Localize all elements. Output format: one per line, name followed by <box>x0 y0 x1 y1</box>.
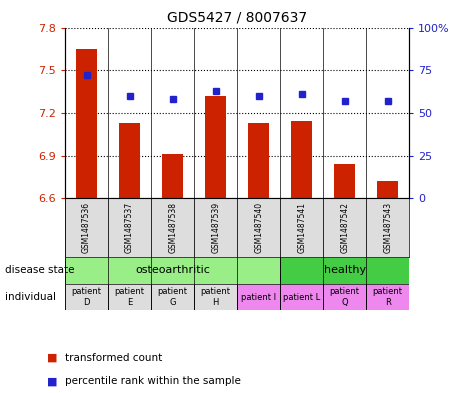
FancyBboxPatch shape <box>237 198 280 257</box>
Text: patient
R: patient R <box>372 287 403 307</box>
FancyBboxPatch shape <box>280 284 323 310</box>
Title: GDS5427 / 8007637: GDS5427 / 8007637 <box>167 11 307 25</box>
Bar <box>291 121 312 198</box>
Text: GSM1487543: GSM1487543 <box>383 202 392 253</box>
Text: individual: individual <box>5 292 56 302</box>
FancyBboxPatch shape <box>151 198 194 257</box>
Text: patient
H: patient H <box>200 287 231 307</box>
Bar <box>334 164 355 198</box>
Bar <box>377 181 399 198</box>
FancyBboxPatch shape <box>108 198 151 257</box>
Text: patient
E: patient E <box>114 287 145 307</box>
Text: disease state: disease state <box>5 265 74 275</box>
Text: patient L: patient L <box>283 293 320 301</box>
Text: patient
D: patient D <box>72 287 102 307</box>
FancyBboxPatch shape <box>323 284 366 310</box>
Text: percentile rank within the sample: percentile rank within the sample <box>65 376 241 386</box>
Bar <box>162 154 183 198</box>
Text: GSM1487536: GSM1487536 <box>82 202 91 253</box>
FancyBboxPatch shape <box>151 284 194 310</box>
Bar <box>119 123 140 198</box>
Text: GSM1487542: GSM1487542 <box>340 202 349 253</box>
Text: patient I: patient I <box>241 293 276 301</box>
FancyBboxPatch shape <box>194 198 237 257</box>
Text: patient
G: patient G <box>158 287 188 307</box>
Text: ■: ■ <box>46 376 57 386</box>
FancyBboxPatch shape <box>194 284 237 310</box>
Text: GSM1487538: GSM1487538 <box>168 202 177 253</box>
FancyBboxPatch shape <box>65 198 108 257</box>
Bar <box>248 123 269 198</box>
Text: healthy: healthy <box>324 265 366 275</box>
FancyBboxPatch shape <box>65 257 280 284</box>
FancyBboxPatch shape <box>323 198 366 257</box>
Bar <box>76 49 97 198</box>
FancyBboxPatch shape <box>280 257 409 284</box>
Text: GSM1487540: GSM1487540 <box>254 202 263 253</box>
FancyBboxPatch shape <box>280 198 323 257</box>
FancyBboxPatch shape <box>237 284 280 310</box>
Text: transformed count: transformed count <box>65 353 162 363</box>
Text: GSM1487537: GSM1487537 <box>125 202 134 253</box>
Text: osteoarthritic: osteoarthritic <box>135 265 210 275</box>
FancyBboxPatch shape <box>366 198 409 257</box>
FancyBboxPatch shape <box>108 284 151 310</box>
FancyBboxPatch shape <box>366 284 409 310</box>
Text: patient
Q: patient Q <box>330 287 360 307</box>
Text: GSM1487539: GSM1487539 <box>211 202 220 253</box>
Text: ■: ■ <box>46 353 57 363</box>
FancyBboxPatch shape <box>65 284 108 310</box>
Bar <box>205 96 226 198</box>
Text: GSM1487541: GSM1487541 <box>297 202 306 253</box>
